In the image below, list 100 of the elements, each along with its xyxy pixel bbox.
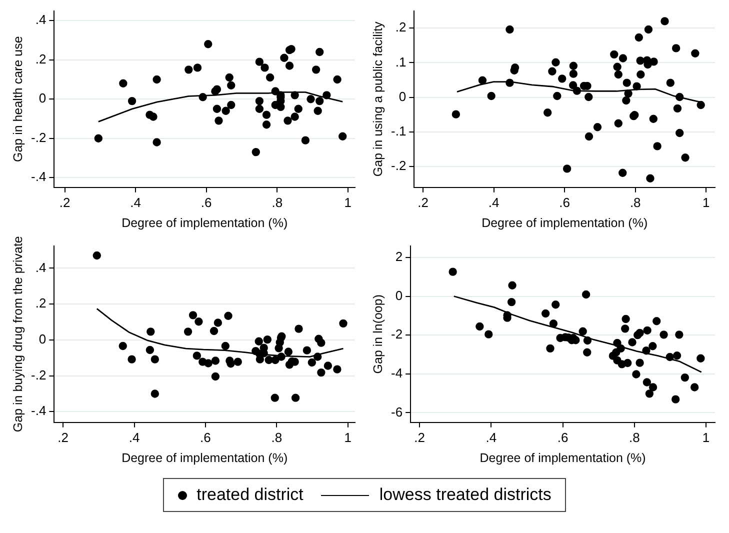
point <box>204 359 212 368</box>
x-axis-title: Degree of implementation (%) <box>122 450 288 465</box>
point <box>583 348 592 356</box>
y-axis-title: Gap in ln(oop) <box>370 294 385 374</box>
point <box>696 354 705 362</box>
point <box>650 58 658 66</box>
point <box>622 314 630 324</box>
y-tick-label: .2 <box>395 20 406 35</box>
point <box>614 70 622 79</box>
point <box>584 132 594 141</box>
point <box>255 96 264 106</box>
x-tick-label: .2 <box>59 194 70 210</box>
point <box>277 352 286 361</box>
point <box>696 100 705 110</box>
point <box>478 76 487 84</box>
point <box>548 67 556 76</box>
point <box>255 58 264 66</box>
point <box>234 358 242 366</box>
point <box>448 268 457 276</box>
point <box>691 49 700 58</box>
x-tick-label: 1 <box>344 194 352 210</box>
point <box>339 319 348 328</box>
point <box>613 62 622 71</box>
point <box>254 337 263 346</box>
point <box>262 120 271 129</box>
point <box>673 104 682 113</box>
point <box>614 119 622 128</box>
point <box>211 356 220 365</box>
x-tick-label: 1 <box>702 194 710 210</box>
point <box>188 311 198 320</box>
point <box>306 95 315 104</box>
y-axis-title: Gap in buying drug from the private <box>10 236 25 432</box>
point <box>270 394 279 402</box>
point <box>152 75 161 84</box>
x-tick-label: 1 <box>344 430 352 445</box>
point <box>660 17 669 26</box>
point <box>294 324 303 333</box>
y-tick-label: -.4 <box>31 403 46 418</box>
point <box>284 348 293 356</box>
point <box>290 112 299 121</box>
x-tick-label: .4 <box>130 194 141 210</box>
point <box>634 33 644 42</box>
point <box>214 318 222 327</box>
point <box>211 372 220 381</box>
point <box>572 86 582 95</box>
point <box>194 318 203 326</box>
point <box>582 290 590 299</box>
point <box>150 390 160 398</box>
y-tick-label: .4 <box>35 12 46 28</box>
point <box>583 336 592 345</box>
y-tick-label: .2 <box>35 296 46 311</box>
point <box>225 73 234 82</box>
point <box>628 338 636 346</box>
point <box>652 317 661 326</box>
x-tick-label: .2 <box>418 194 428 210</box>
point <box>569 62 578 70</box>
point <box>152 138 161 146</box>
y-axis-title: Gap in health care use <box>10 36 25 162</box>
point <box>252 148 260 156</box>
x-tick-label: .4 <box>488 194 500 210</box>
point <box>317 338 326 347</box>
point <box>644 25 653 34</box>
point <box>618 168 627 177</box>
point <box>316 48 324 56</box>
x-tick-label: .2 <box>58 430 68 445</box>
y-tick-label: .2 <box>35 51 46 66</box>
point <box>192 352 202 360</box>
point <box>672 44 680 52</box>
point <box>301 136 310 144</box>
point <box>204 40 212 48</box>
x-tick-label: .4 <box>486 430 497 445</box>
point <box>646 174 654 182</box>
point <box>632 370 640 378</box>
point <box>262 110 271 119</box>
y-tick-label: -6 <box>390 404 403 420</box>
point <box>558 74 566 83</box>
y-tick-label: .4 <box>35 260 46 275</box>
x-tick-label: .8 <box>271 430 282 445</box>
point <box>280 54 288 62</box>
point <box>184 66 193 74</box>
x-tick-label: .8 <box>630 194 641 210</box>
point <box>317 368 326 377</box>
point <box>506 78 514 87</box>
point <box>476 322 484 331</box>
point <box>128 355 136 364</box>
point <box>314 106 322 115</box>
point <box>260 64 269 72</box>
point <box>642 378 652 386</box>
point <box>645 390 654 398</box>
point <box>146 328 155 336</box>
point <box>672 395 680 404</box>
x-tick-label: .2 <box>414 430 425 445</box>
y-tick-label: 0 <box>38 90 46 106</box>
point <box>636 56 644 65</box>
point <box>266 73 274 82</box>
y-tick-label: 0 <box>38 332 46 347</box>
point <box>593 123 602 132</box>
point <box>553 92 562 100</box>
point <box>632 82 641 90</box>
point <box>643 326 652 335</box>
